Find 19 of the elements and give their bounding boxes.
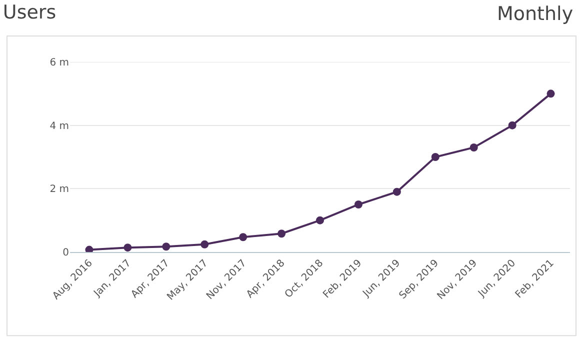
chart-title: Users	[2, 1, 56, 24]
point	[200, 240, 209, 248]
point	[392, 188, 401, 196]
y-tick-label: 2 m	[50, 184, 69, 196]
point	[162, 242, 170, 251]
point	[278, 230, 286, 238]
point	[124, 244, 132, 252]
point	[431, 153, 440, 161]
y-tick-label: 6 m	[50, 58, 69, 68]
point	[239, 233, 248, 242]
point	[508, 121, 516, 130]
point	[316, 216, 324, 224]
text: Monthly	[497, 3, 574, 25]
y-tick-label: 0	[62, 248, 69, 258]
point	[546, 90, 555, 98]
y-tick-label: 4 m	[50, 120, 69, 132]
point	[354, 200, 362, 208]
point	[470, 144, 478, 152]
point	[85, 246, 94, 252]
